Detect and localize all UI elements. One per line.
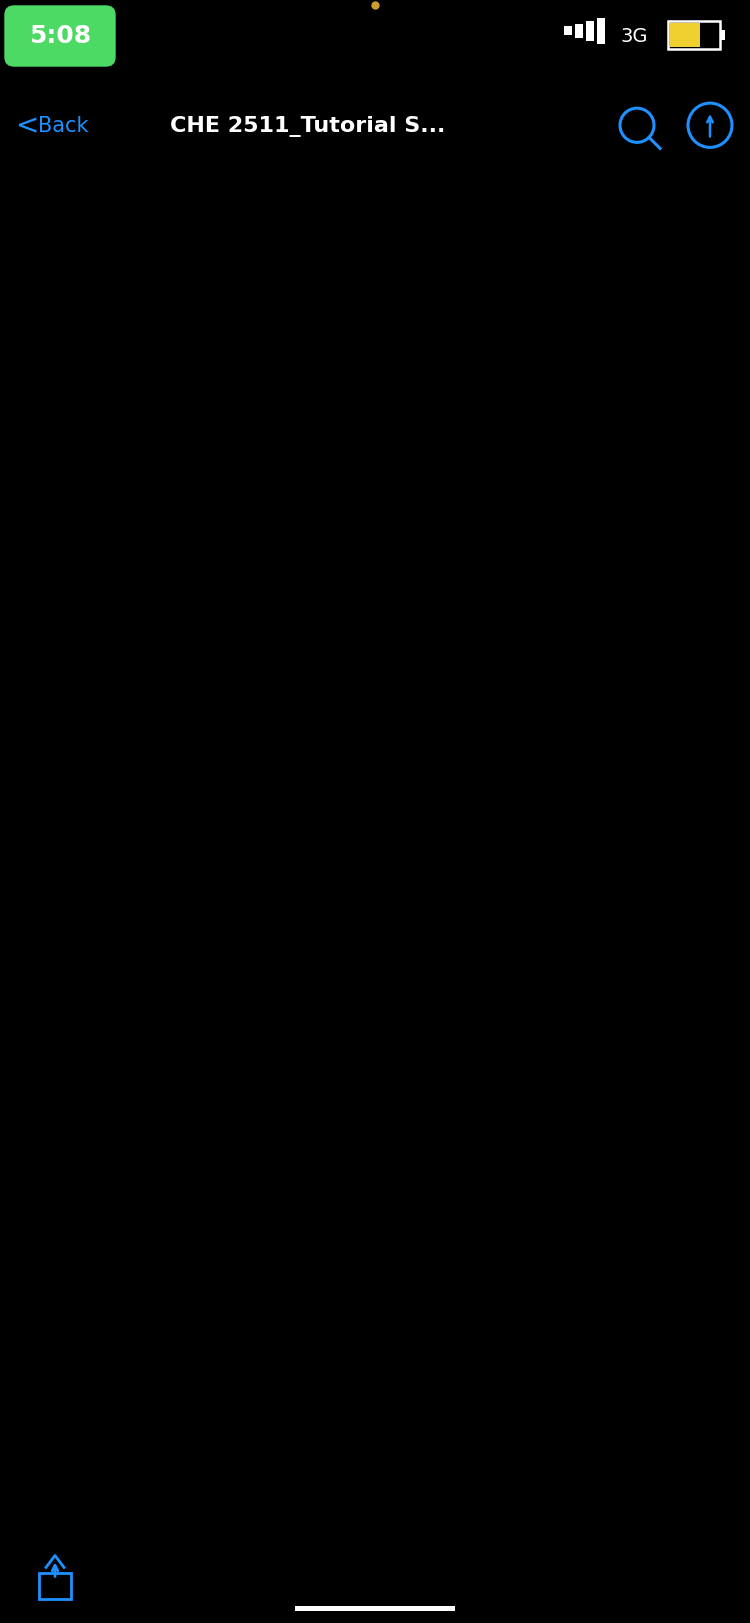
Text: ?: ? bbox=[442, 635, 449, 648]
Text: CH$_3$: CH$_3$ bbox=[106, 393, 130, 407]
Text: H$-$: H$-$ bbox=[165, 987, 186, 1000]
Bar bbox=[668, 23, 720, 50]
Text: (i): (i) bbox=[108, 987, 121, 1000]
Bar bbox=[586, 23, 594, 42]
Text: Cl: Cl bbox=[89, 646, 101, 656]
Text: +: + bbox=[415, 1256, 426, 1269]
Text: -OK$^+$: -OK$^+$ bbox=[114, 269, 146, 286]
Text: $-$Cl: $-$Cl bbox=[234, 987, 258, 1000]
Text: Cl: Cl bbox=[182, 644, 194, 654]
Text: C$_2$H$_5$: C$_2$H$_5$ bbox=[195, 1018, 225, 1032]
Text: R$^+$: R$^+$ bbox=[375, 1256, 394, 1271]
Text: :L$^-$: :L$^-$ bbox=[465, 1206, 488, 1220]
Text: resulting from each of the following competition experiments:: resulting from each of the following com… bbox=[28, 617, 410, 626]
Text: 28: 28 bbox=[488, 190, 502, 203]
Text: OTs: OTs bbox=[89, 383, 111, 394]
Text: Cl: Cl bbox=[89, 717, 101, 729]
FancyBboxPatch shape bbox=[5, 6, 115, 67]
Text: 1: 1 bbox=[716, 802, 724, 815]
Text: in propanol, 97 °C: in propanol, 97 °C bbox=[270, 456, 366, 464]
Text: (i): (i) bbox=[28, 279, 41, 292]
Text: do not: do not bbox=[252, 951, 289, 961]
Text: (d) What would be the effect of increasing solvent polarity on the rate of each : (d) What would be the effect of increasi… bbox=[28, 1169, 516, 1178]
Text: (i): (i) bbox=[50, 1208, 63, 1220]
Text: Br: Br bbox=[61, 531, 74, 540]
Text: DMSO: DMSO bbox=[302, 526, 338, 536]
Text: (ii): (ii) bbox=[50, 1256, 67, 1269]
Text: (c) Suggest the shortest synthetic schemes for each of the following transformat: (c) Suggest the shortest synthetic schem… bbox=[28, 925, 557, 935]
Text: (b) Competition experiments are those in which two reactants at the same concent: (b) Competition experiments are those in… bbox=[28, 591, 565, 602]
Text: April 2022: April 2022 bbox=[504, 190, 570, 203]
Text: OH: OH bbox=[501, 1063, 520, 1073]
Text: ?: ? bbox=[442, 706, 449, 721]
Text: (a) The following reactions either proceed through an E2 or an SN2 mechanism. Gi: (a) The following reactions either proce… bbox=[28, 230, 584, 242]
Text: H$-$: H$-$ bbox=[356, 987, 376, 1000]
Text: I⁻: I⁻ bbox=[375, 618, 386, 628]
Text: K⁺OCH(CH₃)₂: K⁺OCH(CH₃)₂ bbox=[279, 419, 357, 428]
Text: +: + bbox=[116, 1208, 127, 1220]
Text: 3G: 3G bbox=[620, 26, 647, 45]
Text: write reaction mechanisms.: write reaction mechanisms. bbox=[292, 951, 457, 961]
Text: H₂O: H₂O bbox=[368, 691, 392, 701]
Text: (ii): (ii) bbox=[108, 1081, 124, 1094]
Text: C$_2$H$_5$: C$_2$H$_5$ bbox=[385, 1018, 415, 1032]
Text: ?: ? bbox=[450, 506, 458, 519]
Text: Acetone: Acetone bbox=[357, 725, 403, 735]
Text: (iii): (iii) bbox=[28, 440, 49, 453]
Bar bbox=[575, 24, 583, 39]
Text: Cl: Cl bbox=[182, 716, 194, 725]
Bar bbox=[39, 1573, 71, 1599]
Text: CH$_3$: CH$_3$ bbox=[198, 954, 222, 967]
Text: Back: Back bbox=[38, 117, 88, 136]
Text: DMF: DMF bbox=[366, 652, 394, 662]
Text: RT: RT bbox=[363, 289, 377, 299]
Text: following nucleophilic substitution reactions?: following nucleophilic substitution reac… bbox=[28, 1182, 313, 1191]
Text: +  CH$_3$-Br: + CH$_3$-Br bbox=[180, 269, 242, 286]
Text: and intermediates for each step clearly. Please: and intermediates for each step clearly.… bbox=[28, 951, 324, 961]
Text: ?: ? bbox=[450, 435, 458, 450]
Text: +: + bbox=[445, 1208, 455, 1220]
Text: $-$CH$_3$: $-$CH$_3$ bbox=[109, 477, 143, 490]
Text: (i): (i) bbox=[50, 636, 63, 649]
Bar bbox=[720, 31, 725, 41]
Text: ?: ? bbox=[440, 271, 448, 284]
Text: (ii): (ii) bbox=[28, 352, 45, 365]
Text: product of the following bimolecular reactions.: product of the following bimolecular rea… bbox=[40, 243, 312, 253]
Bar bbox=[597, 19, 605, 45]
Text: NaSH: NaSH bbox=[303, 489, 337, 498]
Text: CHE 2511 BASIC ORGANIC CHEMISTRY: CHE 2511 BASIC ORGANIC CHEMISTRY bbox=[28, 190, 331, 203]
Text: Nu:: Nu: bbox=[80, 1208, 103, 1220]
Text: $-$CN: $-$CN bbox=[424, 987, 454, 1000]
Text: H: H bbox=[58, 521, 68, 531]
Text: (ii): (ii) bbox=[50, 709, 67, 722]
Polygon shape bbox=[72, 510, 90, 526]
Text: Cl: Cl bbox=[112, 476, 124, 485]
Text: MeOH: MeOH bbox=[348, 329, 382, 339]
Text: R$-$Nu$^+$: R$-$Nu$^+$ bbox=[375, 1206, 424, 1220]
Text: ?: ? bbox=[440, 344, 448, 359]
Text: CHE 2511_Tutorial S...: CHE 2511_Tutorial S... bbox=[170, 115, 446, 136]
Bar bbox=[670, 24, 700, 49]
Text: R$-$L: R$-$L bbox=[80, 1256, 110, 1271]
Text: R$-$L: R$-$L bbox=[136, 1206, 166, 1220]
Text: (iv): (iv) bbox=[28, 513, 48, 526]
Text: CH$_3$: CH$_3$ bbox=[95, 523, 119, 537]
Text: heat, reflux: heat, reflux bbox=[334, 364, 395, 373]
Bar bbox=[295, 1607, 455, 1612]
Bar bbox=[564, 28, 572, 36]
Text: acetone: acetone bbox=[350, 255, 391, 265]
Text: +   NaOMe: + NaOMe bbox=[165, 346, 232, 359]
Text: H$_2$C: H$_2$C bbox=[49, 485, 74, 498]
Text: th: th bbox=[499, 187, 508, 195]
Text: +: + bbox=[211, 987, 219, 995]
Text: :L$^-$: :L$^-$ bbox=[440, 1256, 463, 1271]
Text: than one step is required in each case. Show the reagents, solvents, reaction co: than one step is required in each case. … bbox=[28, 938, 564, 948]
Text: <: < bbox=[16, 112, 39, 140]
Text: CH$_3$: CH$_3$ bbox=[388, 954, 412, 967]
Text: QUESTION ONE: QUESTION ONE bbox=[28, 213, 148, 226]
Text: 5:08: 5:08 bbox=[29, 24, 91, 49]
Text: one reactant with two reactive sites) compete for a reagent. Predict the major p: one reactant with two reactive sites) co… bbox=[28, 604, 553, 615]
